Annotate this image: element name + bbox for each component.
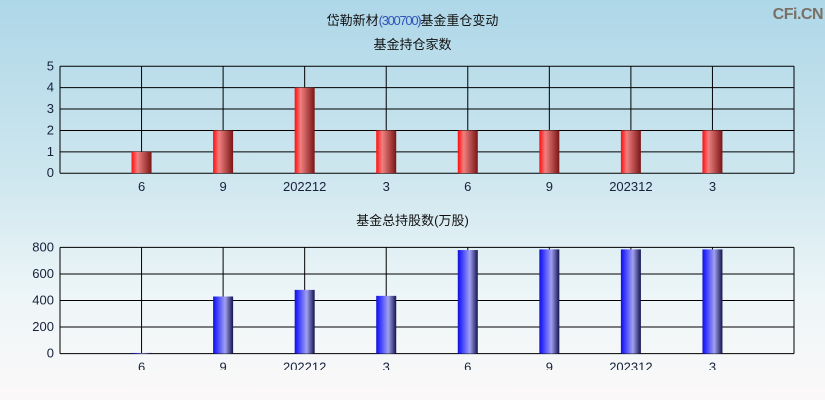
svg-text:1: 1 xyxy=(47,144,54,159)
svg-text:0: 0 xyxy=(47,346,54,361)
svg-text:4: 4 xyxy=(47,80,54,95)
svg-text:600: 600 xyxy=(32,266,54,281)
svg-text:6: 6 xyxy=(138,179,145,194)
svg-text:400: 400 xyxy=(32,293,54,308)
svg-text:202312: 202312 xyxy=(609,360,652,370)
svg-text:6: 6 xyxy=(464,179,471,194)
svg-text:202212: 202212 xyxy=(283,179,326,194)
svg-text:2: 2 xyxy=(47,122,54,137)
svg-text:800: 800 xyxy=(32,240,54,254)
svg-text:202212: 202212 xyxy=(283,360,326,370)
svg-text:9: 9 xyxy=(219,179,226,194)
svg-text:200: 200 xyxy=(32,319,54,334)
svg-text:3: 3 xyxy=(383,179,390,194)
svg-text:9: 9 xyxy=(546,360,553,370)
svg-text:202312: 202312 xyxy=(609,179,652,194)
svg-text:3: 3 xyxy=(47,101,54,116)
svg-text:3: 3 xyxy=(383,360,390,370)
svg-text:6: 6 xyxy=(464,360,471,370)
svg-text:3: 3 xyxy=(709,360,716,370)
svg-text:9: 9 xyxy=(546,179,553,194)
svg-text:3: 3 xyxy=(709,179,716,194)
svg-text:6: 6 xyxy=(138,360,145,370)
svg-text:5: 5 xyxy=(47,60,54,73)
svg-text:0: 0 xyxy=(47,165,54,180)
svg-text:9: 9 xyxy=(219,360,226,370)
